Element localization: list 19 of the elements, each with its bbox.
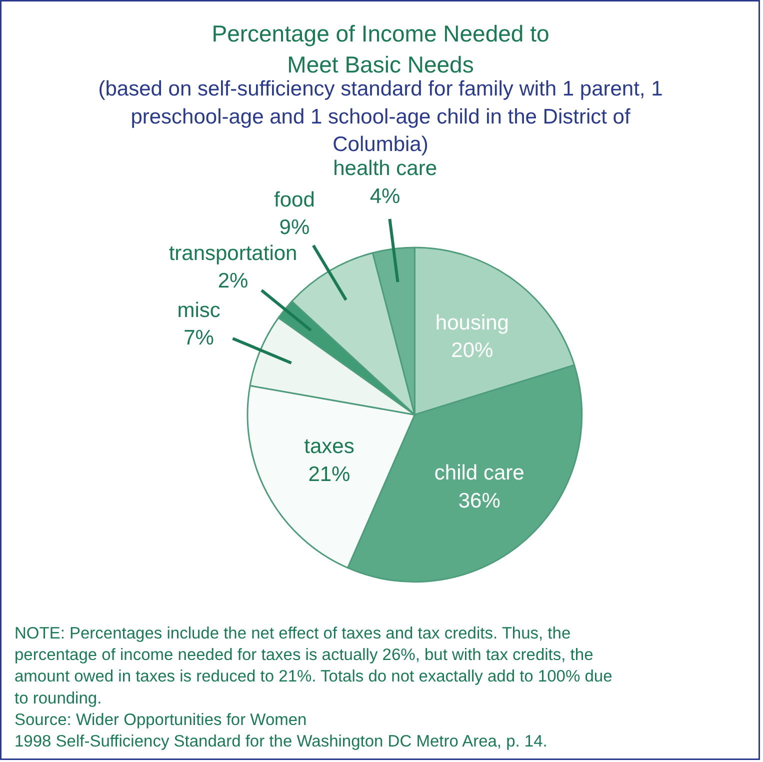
slice-label: food: [274, 188, 315, 212]
slice-label: misc: [177, 298, 220, 322]
text: NOTE: Percentages include the net effect of taxes and tax credits. Thus, the percentage of income needed for taxes is actually 26%, but with tax credits, the amount owed in taxes is reduced to 21%. Totals do not exactally add to 100% due to rounding.: [14, 624, 612, 708]
chart-title: Percentage of Income Needed to Meet Basic Needs: [212, 20, 550, 78]
data-label: 36%: [458, 489, 500, 512]
data-label: 9%: [279, 216, 310, 240]
data-label: 21%: [308, 462, 350, 486]
data-label: 4%: [370, 184, 400, 208]
slice-label: health care: [333, 157, 438, 180]
data-label: 20%: [451, 338, 494, 362]
chart-subtitle: (based on self-sufficiency standard for family with 1 parent, 1 preschool-age and 1 school-age child in the District of Columbia): [98, 78, 663, 156]
source-note: Source: Wider Opportunities for Women: [14, 710, 307, 729]
slice-label: transportation: [168, 242, 298, 265]
data-label: 7%: [184, 326, 214, 350]
text: 1998 Self-Sufficiency Standard for the Washington DC Metro Area, p. 14.: [14, 732, 548, 750]
slice-label: taxes: [304, 435, 354, 458]
slice-label: child care: [434, 462, 524, 485]
slice-label: housing: [435, 311, 509, 334]
data-label: 2%: [218, 269, 248, 292]
